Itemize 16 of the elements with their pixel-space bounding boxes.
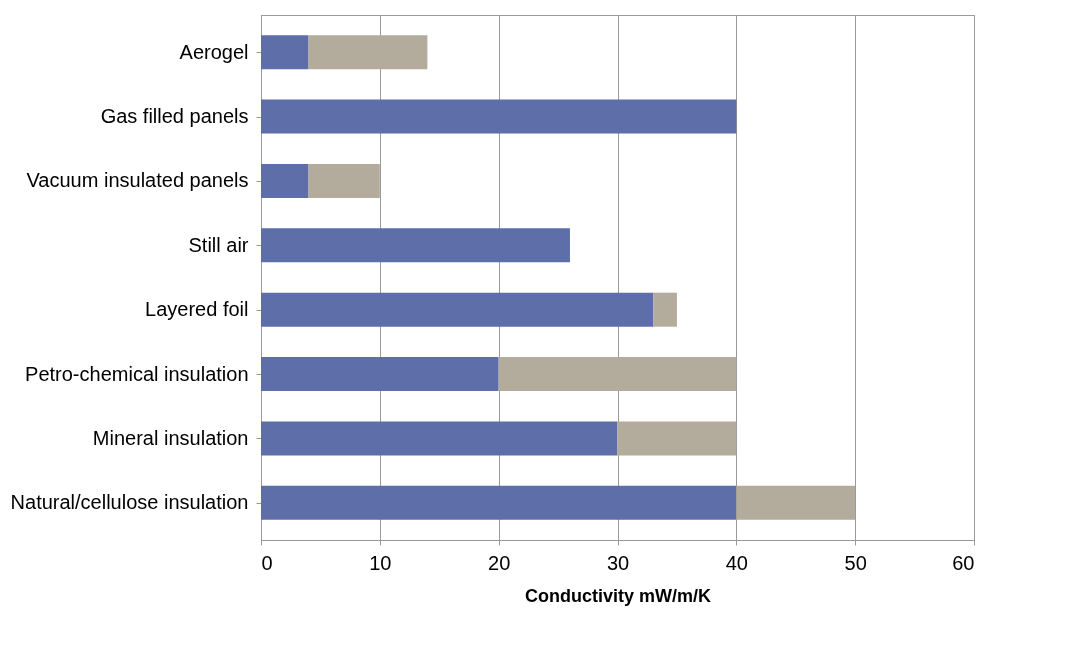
x-tick-label: 0 — [261, 551, 273, 574]
y-tick-label: Petro-chemical insulation — [25, 362, 249, 385]
y-tick-label: Layered foil — [145, 298, 249, 321]
x-tick-label: 30 — [606, 551, 630, 574]
y-tick-label: Vacuum insulated panels — [26, 169, 249, 192]
x-tick-label: 50 — [844, 551, 867, 574]
x-tick-label: 60 — [952, 551, 975, 574]
y-tick-label: Aerogel — [179, 40, 249, 63]
y-tick-label: Natural/cellulose insulation — [10, 491, 249, 514]
y-tick-label: Still air — [188, 233, 249, 256]
y-tick-label: Gas filled panels — [100, 105, 249, 128]
x-axis-title: Conductivity mW/m/K — [524, 585, 712, 606]
x-tick-label: 10 — [369, 551, 392, 574]
y-tick-label: Mineral insulation — [92, 426, 249, 449]
x-tick-label: 20 — [488, 551, 511, 574]
x-tick-label: 40 — [725, 551, 748, 574]
